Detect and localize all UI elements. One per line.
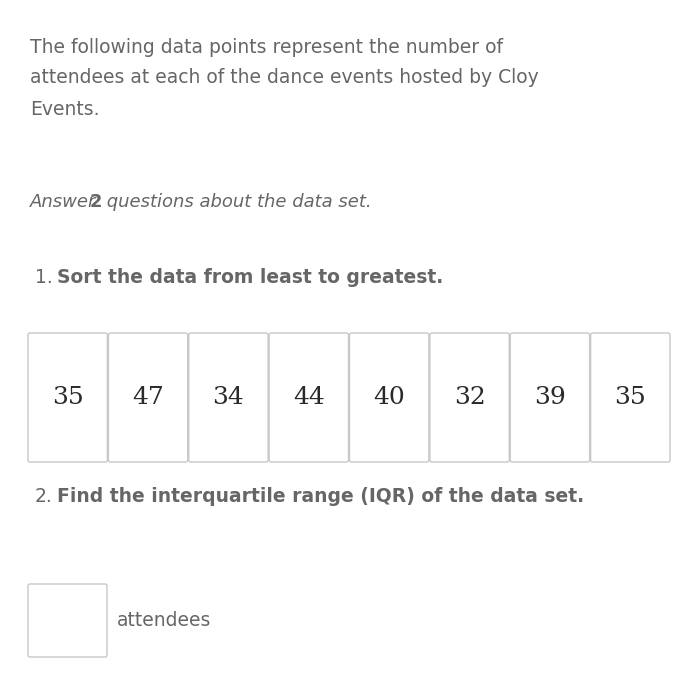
Text: The following data points represent the number of: The following data points represent the … [30,38,503,57]
Text: 40: 40 [373,386,405,409]
Text: 35: 35 [615,386,646,409]
Text: Sort the data from least to greatest.: Sort the data from least to greatest. [57,268,443,287]
Text: 1.: 1. [35,268,53,287]
Text: 34: 34 [212,386,244,409]
FancyBboxPatch shape [109,333,188,462]
FancyBboxPatch shape [28,584,107,657]
Text: questions about the data set.: questions about the data set. [101,193,372,211]
FancyBboxPatch shape [28,333,107,462]
Text: attendees at each of the dance events hosted by Cloy: attendees at each of the dance events ho… [30,68,539,87]
FancyBboxPatch shape [591,333,670,462]
Text: Answer: Answer [30,193,102,211]
Text: Find the interquartile range (IQR) of the data set.: Find the interquartile range (IQR) of th… [57,487,584,506]
FancyBboxPatch shape [189,333,268,462]
Text: 32: 32 [454,386,485,409]
Text: 39: 39 [534,386,566,409]
Text: 47: 47 [132,386,164,409]
Text: Events.: Events. [30,100,100,119]
FancyBboxPatch shape [269,333,349,462]
Text: 2: 2 [90,193,102,211]
Text: attendees: attendees [117,611,212,630]
FancyBboxPatch shape [510,333,590,462]
Text: 44: 44 [293,386,325,409]
Text: 2.: 2. [35,487,53,506]
Text: 35: 35 [52,386,84,409]
FancyBboxPatch shape [430,333,509,462]
FancyBboxPatch shape [349,333,429,462]
